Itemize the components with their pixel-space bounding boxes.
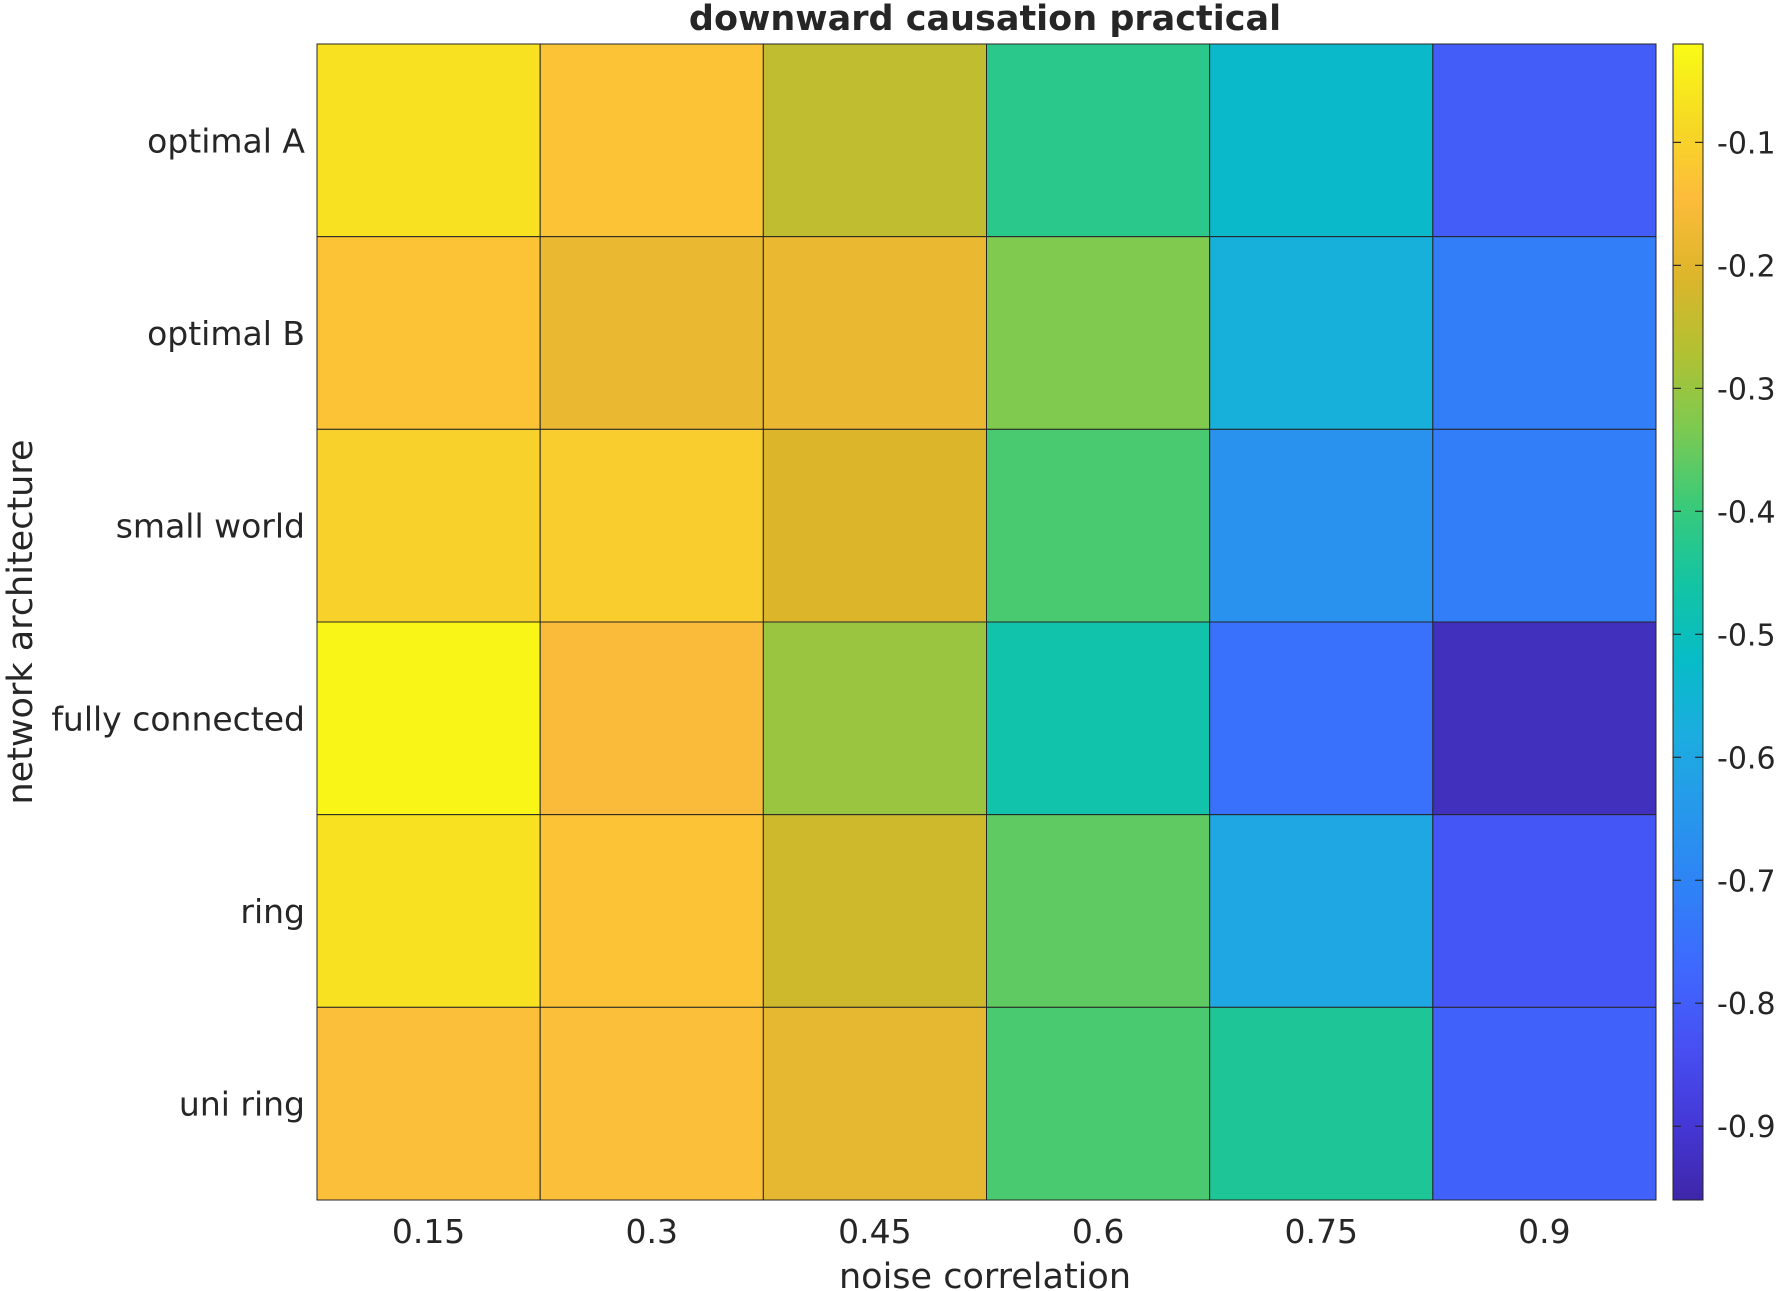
heatmap-cell [986,814,1211,1008]
heatmap-cell [539,43,764,238]
heatmap-cell [1432,1006,1657,1201]
y-tick-label: fully connected [51,699,305,738]
heatmap-cell [762,814,987,1008]
heatmap-cell [1432,814,1657,1008]
x-axis-label: noise correlation [839,1257,1131,1291]
heatmap-cell [539,428,764,623]
colorbar-tick-label: -0.2 [1717,249,1776,284]
heatmap-cell [986,621,1211,816]
heatmap-cell [762,621,987,816]
y-tick-label: ring [240,892,305,931]
colorbar-tick-label: -0.4 [1717,495,1776,530]
y-tick-label: optimal B [147,314,305,353]
heatmap-cell [316,43,541,238]
heatmap-cell [1209,43,1434,238]
x-tick-label: 0.3 [626,1212,678,1251]
heatmap-cell [1209,621,1434,816]
heatmap-cell [539,1006,764,1201]
heatmap-cell [1209,1006,1434,1201]
heatmap-cell [1209,814,1434,1008]
colorbar-ticks: -0.1 -0.2 -0.3 -0.4 -0.5 -0.6 -0.7 -0.8 -0.9 [1673,126,1776,1145]
heatmap-cell [1432,43,1657,238]
heatmap-cell [762,428,987,623]
colorbar-tick-label: -0.5 [1717,618,1776,653]
colorbar-tick-label: -0.7 [1717,864,1776,899]
heatmap-cell [762,43,987,238]
y-tick-label: optimal A [147,121,305,160]
heatmap-cell [316,428,541,623]
x-tick-labels: 0.15 0.3 0.45 0.6 0.75 0.9 [392,1212,1571,1251]
heatmap-cell [1432,621,1657,816]
heatmap-cell [1432,236,1657,430]
heatmap-cells [316,43,1657,1201]
colorbar [1672,43,1704,1201]
heatmap-cell [762,1006,987,1201]
heatmap-cell [986,1006,1211,1201]
heatmap-cell [1209,236,1434,430]
colorbar-tick-label: -0.1 [1717,126,1776,161]
colorbar-tick-label: -0.8 [1717,987,1776,1022]
heatmap-cell [539,236,764,430]
heatmap-cell [762,236,987,430]
colorbar-tick-label: -0.9 [1717,1110,1776,1145]
heatmap-cell [539,621,764,816]
heatmap-cell [1209,428,1434,623]
x-tick-label: 0.6 [1072,1212,1124,1251]
heatmap-cell [316,814,541,1008]
x-tick-label: 0.15 [392,1212,465,1251]
heatmap-cell [986,428,1211,623]
heatmap-cell [1432,428,1657,623]
x-tick-label: 0.45 [838,1212,911,1251]
heatmap-cell [539,814,764,1008]
heatmap-cell [316,621,541,816]
y-tick-label: uni ring [179,1085,305,1124]
y-axis-label: network architecture [1,439,41,804]
y-tick-label: small world [116,507,305,546]
heatmap-cell [316,236,541,430]
colorbar-tick-label: -0.3 [1717,372,1776,407]
y-tick-labels: optimal A optimal B small world fully conne… [51,121,305,1123]
heatmap-cell [316,1006,541,1201]
heatmap-cell [986,43,1211,238]
x-tick-label: 0.75 [1285,1212,1358,1251]
chart-title: downward causation practical [689,0,1281,39]
colorbar-tick-label: -0.6 [1717,741,1776,776]
heatmap-cell [986,236,1211,430]
x-tick-label: 0.9 [1518,1212,1570,1251]
